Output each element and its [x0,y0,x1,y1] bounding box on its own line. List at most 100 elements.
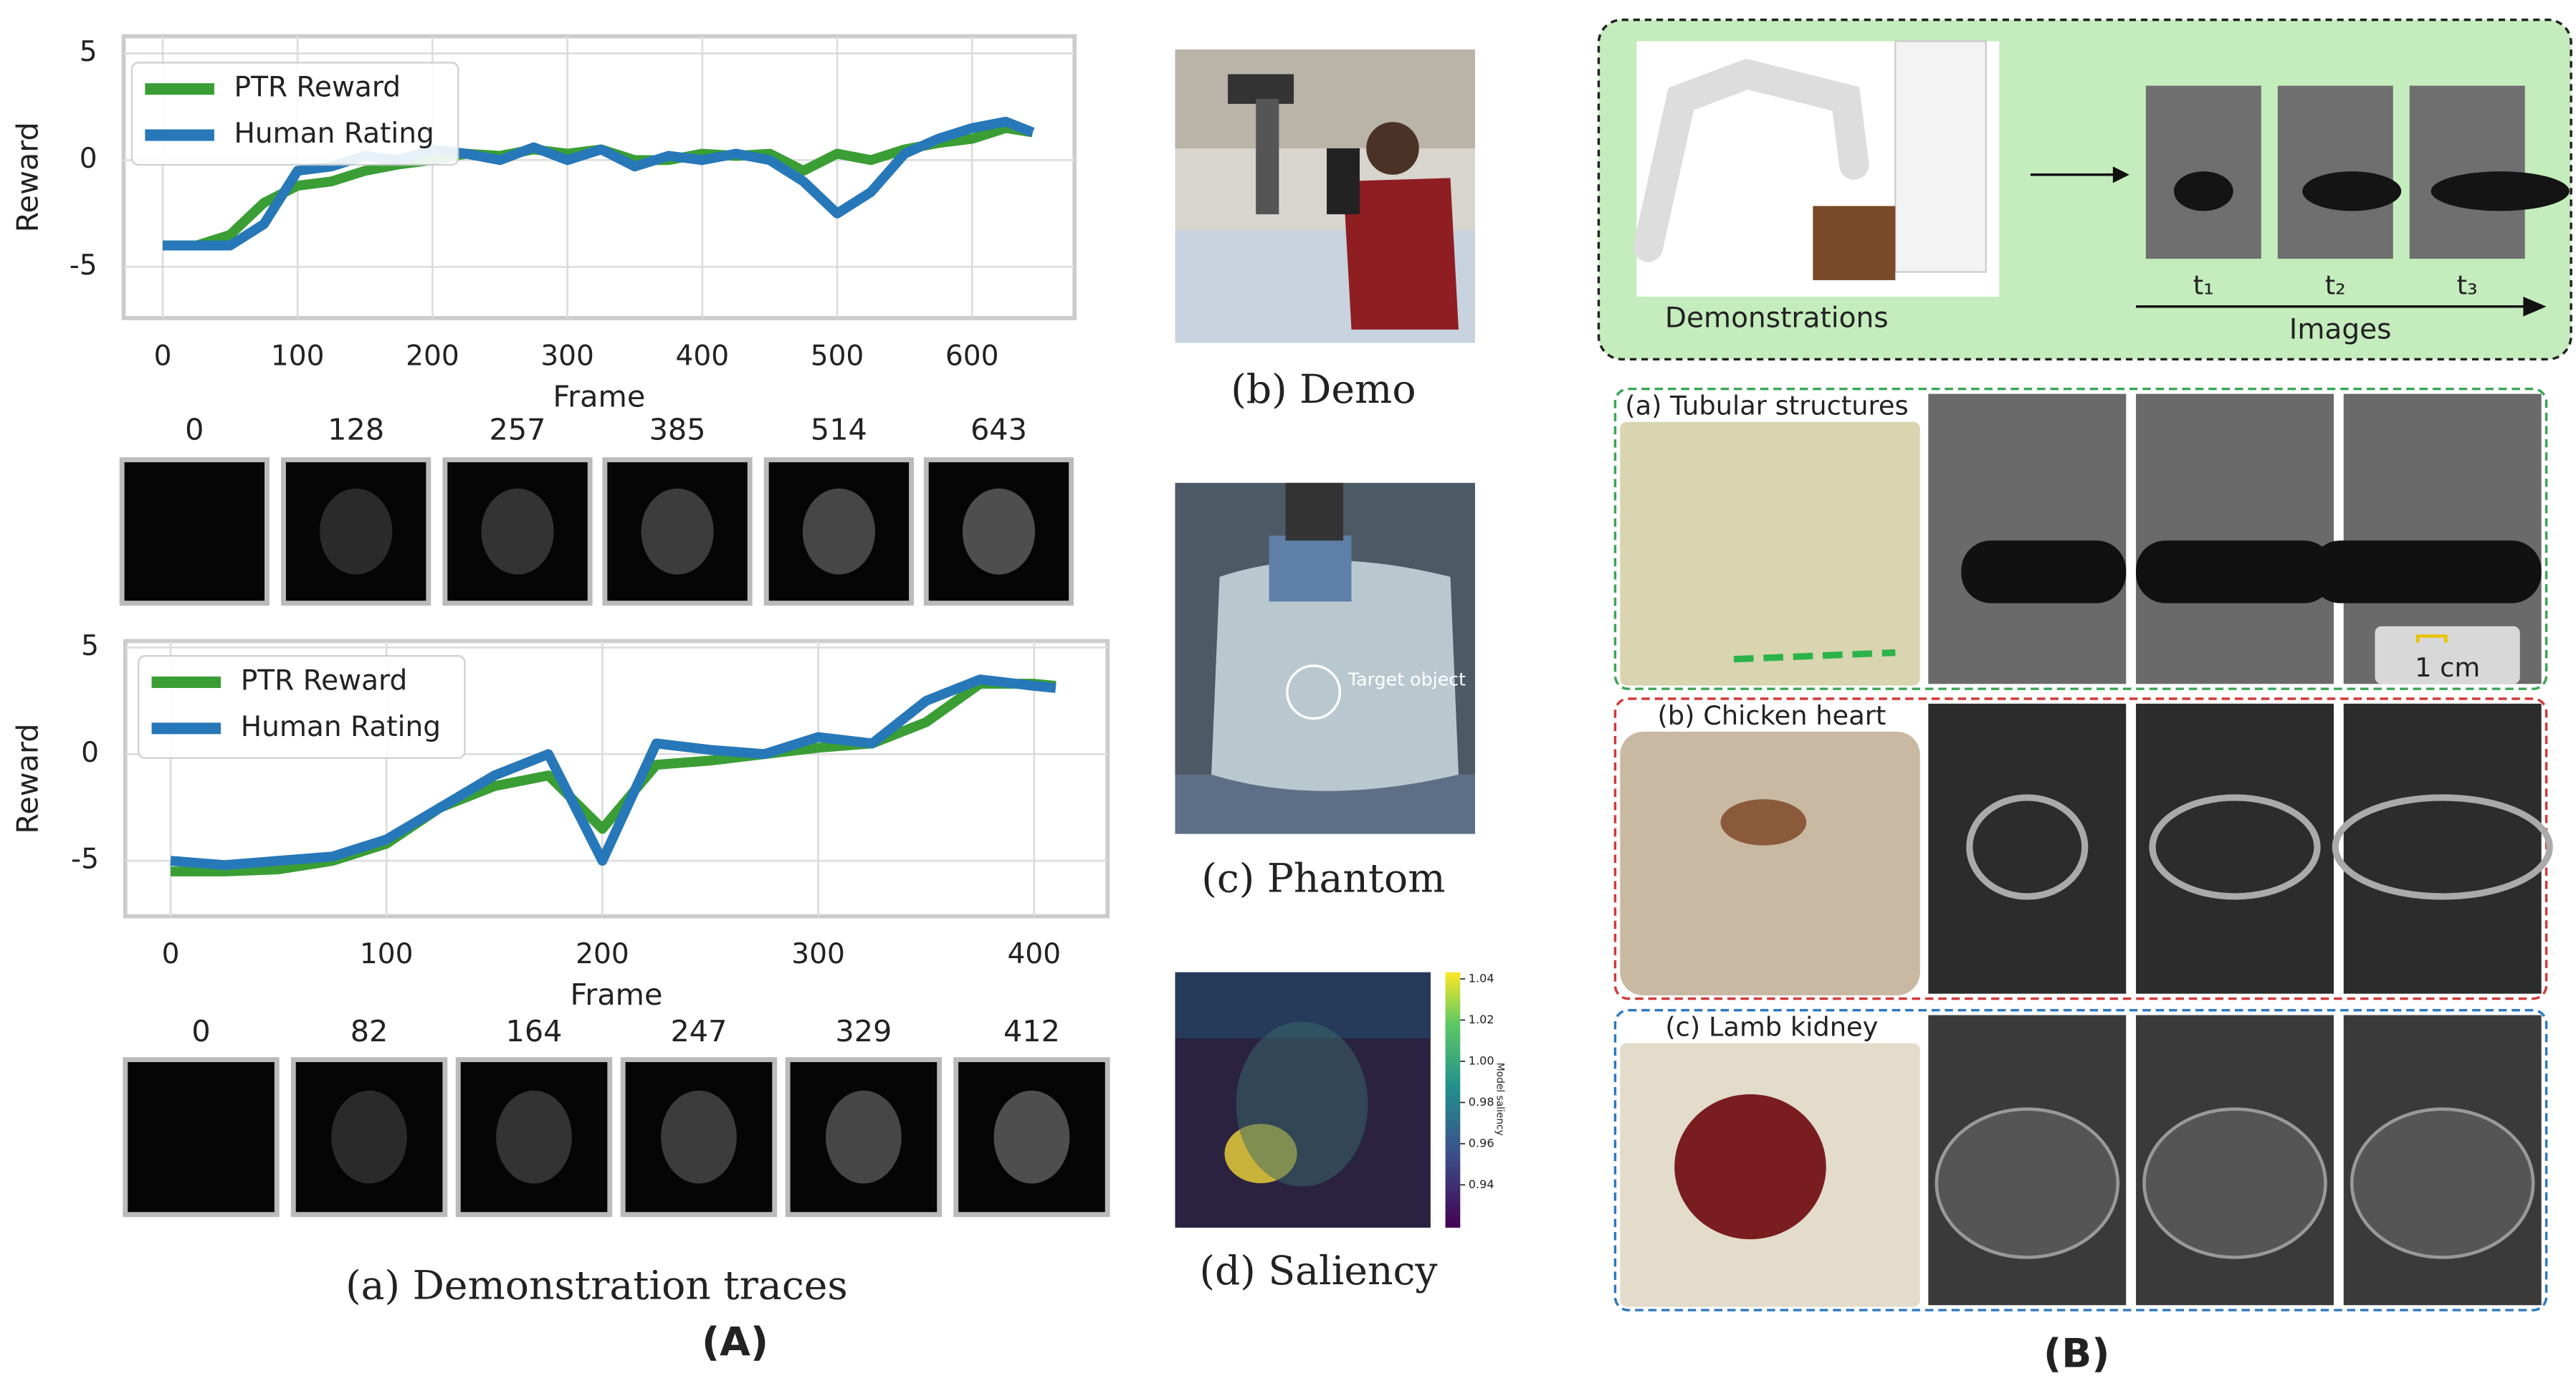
thumbnail-label: 128 [328,412,384,446]
thumbnail-texture [826,1090,902,1184]
thumbnail [119,457,269,606]
vessel [2173,171,2233,211]
y-tick-label: 5 [81,630,99,662]
thumbnail-texture [993,1090,1070,1184]
sample-rows: (a) Tubular structures (b) Chicken heart (… [1613,387,2553,1311]
row-frame [1613,1008,2548,1311]
x-tick-label: 100 [360,938,414,970]
thumbnail-label: 514 [811,412,867,446]
thumbnail-texture [481,488,554,575]
thumbnail-label: 164 [506,1014,563,1048]
arrowhead [2523,296,2547,317]
y-axis-label: Reward [10,723,44,833]
row-frame [1613,387,2548,690]
kidney [2350,1107,2535,1259]
ultrasound-image [1928,703,2127,994]
vessel [2430,171,2570,211]
legend-label: Human Rating [241,711,441,743]
vessel [2310,540,2542,603]
legend-label: PTR Reward [241,665,408,697]
x-tick-label: 200 [576,938,629,970]
ultrasound-sequence: t₁ t₂ t₃ [2145,85,2570,301]
caption: (b) Demo [1231,367,1416,413]
demo-photo [1175,49,1475,343]
thumbnail-label: 247 [670,1014,727,1048]
thumbnail-texture [320,488,393,575]
thumbnail-texture [802,488,875,575]
x-axis-label: Frame [571,978,663,1012]
colorbar-tick-label: 0.94 [1469,1177,1494,1191]
thumbnail [123,1057,280,1218]
x-tick-label: 100 [271,340,325,373]
panel-label: (A) [702,1319,768,1365]
y-tick-label: 5 [80,36,97,68]
colorbar-ticks: 1.04 1.02 1.00 0.98 0.96 0.94 [1460,971,1494,1191]
time-step: t₁ [2193,270,2214,301]
y-tick-label: 0 [81,737,99,769]
x-tick-label: 400 [676,340,730,373]
ultrasound-image [1928,393,2127,684]
thumbnail-label: 329 [835,1014,892,1048]
specimen [1674,1094,1826,1240]
y-tick-label: 0 [80,143,97,175]
legend-label: PTR Reward [234,72,401,104]
annotation: Target object [1347,669,1466,690]
scale-label: 1 cm [2415,652,2480,683]
thumbnail-label: 0 [191,1014,210,1048]
thumbnail-texture [661,1090,737,1184]
y-tick-label: -5 [71,844,99,876]
colorbar-label: Model saliency [1494,1063,1505,1136]
thumbnail [290,1057,448,1218]
colorbar-tick-label: 1.00 [1469,1053,1494,1067]
specimen [1720,799,1807,846]
heart [2332,794,2553,900]
heart [1966,794,2089,900]
x-axis-label: Frame [553,380,645,414]
thumbnail-label: 82 [350,1014,388,1048]
x-tick-label: 200 [406,340,459,373]
colorbar-tick-label: 1.02 [1469,1013,1494,1026]
kidney [2142,1107,2327,1259]
time-step: t₂ [2325,270,2346,301]
row-label: (a) Tubular structures [1625,390,1908,421]
thumbnail-texture [331,1090,407,1184]
marker [1733,649,1896,663]
sample-photo [1620,731,1920,995]
colorbar-tick-label: 0.96 [1469,1136,1494,1150]
panel-label: (B) [2043,1332,2109,1377]
caption: (d) Saliency [1199,1248,1437,1294]
y-axis-label: Reward [10,122,44,232]
thumbnail [442,457,593,606]
thumbnail-texture [496,1090,572,1184]
x-tick-label: 300 [791,938,845,970]
saliency-map [1175,972,1461,1228]
kidney [1935,1107,2120,1259]
legend-label: Human Rating [234,118,434,150]
row-label: (c) Lamb kidney [1665,1011,1878,1042]
arrowhead [2112,166,2129,183]
x-tick-label: 400 [1008,938,1062,970]
time-step: t₃ [2457,270,2478,301]
phantom-photo [1175,482,1475,834]
thumbnail-label: 412 [1003,1014,1060,1048]
thumbnail [281,457,431,606]
thumbnail-label: 385 [649,412,706,446]
colorbar-tick-label: 0.98 [1469,1095,1494,1109]
thumbnail [620,1057,778,1218]
x-tick-label: 0 [154,340,172,373]
caption: (c) Phantom [1201,856,1445,902]
scale-bar [2415,634,2448,643]
thumbnail-label: 0 [185,412,204,446]
x-tick-label: 300 [540,340,594,373]
series-line [170,674,1056,870]
scale-box [2375,626,2520,684]
caption: (a) Demonstration traces [345,1263,848,1309]
ultrasound-image [2136,393,2334,684]
thumbnail-label: 643 [970,412,1027,446]
colorbar-tick-label: 1.04 [1469,971,1494,985]
vessel [2302,171,2402,211]
series-line [163,116,1035,251]
x-tick-label: 0 [162,938,180,970]
